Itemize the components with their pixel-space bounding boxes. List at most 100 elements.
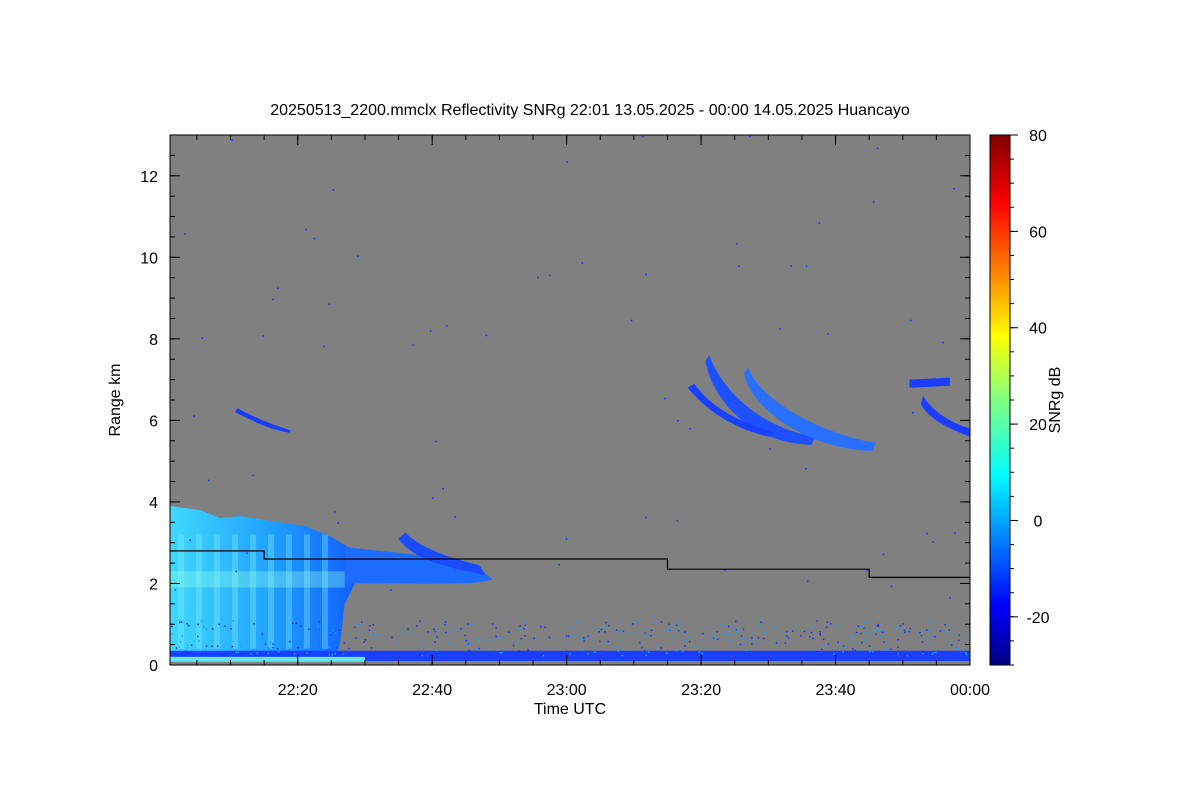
- noise-speck: [885, 648, 888, 651]
- noise-speck: [276, 647, 279, 650]
- noise-speck: [381, 634, 384, 637]
- noise-speck: [920, 635, 923, 637]
- noise-speck: [402, 631, 405, 634]
- noise-speck: [573, 635, 575, 638]
- noise-speck: [821, 648, 823, 651]
- low-cloud-block: [170, 506, 355, 661]
- noise-speck: [958, 634, 960, 636]
- noise-speck: [487, 640, 490, 642]
- noise-speck: [193, 415, 195, 417]
- noise-speck: [944, 623, 946, 626]
- noise-speck: [527, 649, 529, 651]
- noise-speck: [854, 649, 856, 652]
- noise-speck: [175, 647, 178, 649]
- noise-speck: [433, 628, 435, 631]
- noise-speck: [232, 620, 234, 622]
- noise-speck: [684, 645, 686, 647]
- noise-speck: [491, 623, 494, 625]
- noise-speck: [605, 641, 608, 643]
- noise-speck: [293, 653, 296, 655]
- noise-speck: [864, 636, 867, 638]
- noise-speck: [179, 620, 181, 622]
- cirrus-23:55: [920, 395, 970, 437]
- noise-speck: [391, 636, 393, 639]
- colorbar: [989, 134, 1011, 666]
- noise-speck: [211, 645, 213, 648]
- noise-speck: [860, 648, 862, 651]
- noise-speck: [184, 650, 187, 653]
- noise-speck: [810, 631, 813, 634]
- noise-speck: [738, 631, 740, 633]
- noise-speck: [517, 641, 519, 643]
- noise-speck: [342, 653, 345, 656]
- noise-speck: [250, 653, 252, 655]
- cloud-bright-band: [170, 571, 345, 588]
- noise-speck: [181, 653, 183, 656]
- noise-speck: [954, 532, 956, 534]
- noise-speck: [890, 585, 893, 588]
- noise-speck: [687, 635, 689, 638]
- noise-speck: [361, 621, 363, 623]
- noise-speck: [390, 589, 392, 591]
- noise-speck: [773, 651, 775, 653]
- noise-speck: [170, 622, 172, 625]
- noise-speck: [812, 637, 814, 640]
- noise-speck: [262, 335, 265, 337]
- noise-speck: [920, 630, 923, 633]
- noise-speck: [720, 623, 722, 626]
- noise-speck: [819, 634, 822, 636]
- noise-speck: [515, 653, 518, 655]
- noise-speck: [307, 646, 309, 649]
- noise-speck: [890, 648, 892, 650]
- noise-speck: [578, 630, 581, 632]
- noise-speck: [499, 637, 502, 640]
- noise-speck: [857, 625, 860, 628]
- noise-speck: [355, 637, 357, 639]
- noise-speck: [643, 627, 646, 629]
- noise-speck: [919, 631, 921, 634]
- noise-speck: [338, 629, 340, 631]
- noise-speck: [773, 627, 775, 630]
- noise-speck: [442, 487, 444, 490]
- noise-speck: [598, 631, 600, 633]
- noise-speck: [698, 651, 701, 653]
- noise-speck: [812, 649, 814, 651]
- noise-speck: [454, 516, 456, 518]
- noise-speckles: [170, 135, 970, 657]
- noise-speck: [337, 522, 339, 524]
- noise-speck: [601, 650, 603, 653]
- x-tick-label: 00:00: [950, 682, 990, 699]
- noise-speck: [707, 626, 709, 629]
- noise-speck: [566, 161, 568, 163]
- noise-speck: [668, 623, 670, 626]
- y-tick-label: 10: [140, 250, 158, 267]
- noise-speck: [865, 621, 868, 624]
- noise-speck: [512, 644, 515, 647]
- y-tick-label: 8: [149, 332, 158, 349]
- noise-speck: [742, 628, 745, 631]
- noise-speck: [818, 222, 821, 224]
- noise-speck: [326, 654, 328, 656]
- noise-speck: [396, 642, 399, 644]
- noise-speck: [452, 629, 454, 632]
- noise-speck: [908, 630, 911, 633]
- noise-speck: [786, 631, 788, 633]
- noise-speck: [549, 274, 551, 277]
- noise-speck: [751, 643, 753, 645]
- noise-speck: [615, 645, 618, 648]
- noise-speck: [269, 640, 272, 643]
- noise-speck: [851, 636, 854, 638]
- noise-speck: [436, 636, 438, 638]
- noise-speck: [745, 649, 748, 652]
- noise-speck: [953, 187, 955, 190]
- noise-speck: [749, 135, 751, 138]
- noise-speck: [688, 640, 691, 643]
- noise-speck: [806, 580, 809, 583]
- noise-speck: [949, 597, 951, 599]
- noise-speck: [305, 228, 307, 231]
- y-tick-label: 2: [149, 576, 158, 593]
- noise-speck: [317, 625, 320, 628]
- noise-speck: [946, 630, 948, 633]
- noise-speck: [825, 626, 828, 629]
- noise-speck: [645, 636, 648, 638]
